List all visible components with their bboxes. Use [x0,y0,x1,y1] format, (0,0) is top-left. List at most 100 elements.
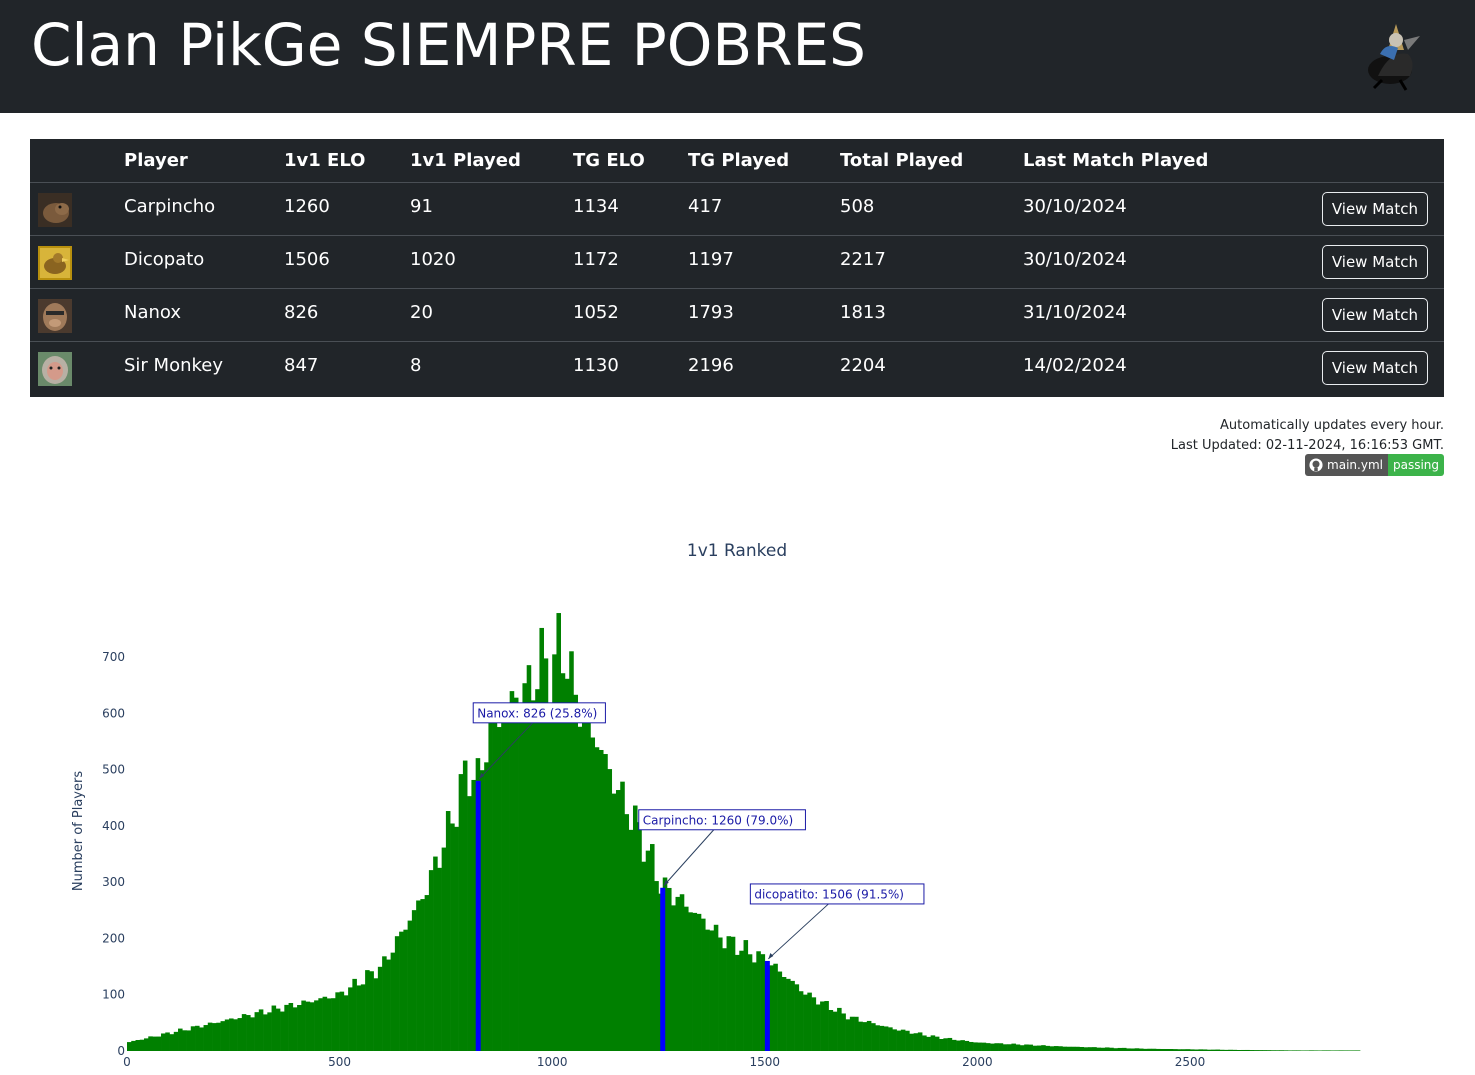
y-tick-label: 500 [102,763,125,777]
histogram-bar [684,906,689,1051]
histogram-bar [190,1026,196,1051]
elo-tg: 1130 [573,354,619,376]
histogram-bar [1070,1046,1076,1051]
histogram-bar [241,1014,247,1051]
histogram-bar [650,844,655,1051]
histogram-bar [701,918,706,1051]
histogram-bar [165,1032,170,1051]
histogram-bar [960,1040,965,1051]
histogram-bar [382,956,387,1051]
histogram-bar [335,992,340,1051]
histogram-bar [1087,1047,1093,1051]
histogram-bar [258,1009,264,1051]
histogram-bar [926,1036,931,1051]
elo-tg: 1052 [573,301,619,323]
histogram-bar [1147,1048,1153,1051]
histogram-bar [161,1033,166,1051]
histogram-bar [603,754,608,1051]
histogram-bar [777,971,783,1051]
histogram-bar [522,683,527,1051]
histogram-bar [1168,1049,1174,1051]
view-match-button[interactable]: View Match [1321,351,1428,385]
histogram-bar [607,769,613,1051]
histogram-bar [1338,1050,1344,1051]
histogram-bar [280,1011,285,1051]
histogram-bar [594,747,600,1051]
workflow-status-badge[interactable]: main.yml passing [1305,454,1444,476]
histogram-bar [152,1036,158,1051]
annotation-box [638,809,806,831]
annotation-arrow [768,903,829,960]
histogram-bar [1275,1050,1280,1051]
histogram-bar [718,937,723,1051]
histogram-bar [654,881,659,1051]
histogram-bar [1219,1049,1225,1051]
view-match-button[interactable]: View Match [1321,245,1428,279]
histogram-bar [518,710,523,1051]
elo-1v1: 826 [284,301,319,323]
elo-tg: 1172 [573,248,619,270]
histogram-bar [220,1021,226,1051]
played-1v1: 91 [410,195,433,217]
last-match-date: 31/10/2024 [1023,301,1127,323]
histogram-bar [127,1042,132,1051]
histogram-bar [1236,1050,1242,1051]
histogram-bar [1066,1046,1072,1051]
histogram-bar [896,1030,902,1051]
column-header-last-match: Last Match Played [1015,139,1303,183]
histogram-bar [611,793,617,1051]
view-match-button[interactable]: View Match [1321,298,1428,332]
histogram-bar [1113,1048,1119,1051]
badge-status: passing [1387,454,1444,476]
last-match-date: 30/10/2024 [1023,195,1127,217]
histogram-bar [900,1029,906,1051]
x-tick-label: 0 [123,1055,131,1069]
histogram-bar [369,971,374,1051]
histogram-bar [1155,1048,1161,1051]
histogram-bar [752,962,757,1051]
histogram-bar [615,790,621,1051]
annotation-box [749,883,925,905]
histogram-bar [305,1001,311,1051]
last-match-date: 30/10/2024 [1023,248,1127,270]
histogram-bar [747,954,753,1051]
annotation-label: Nanox: 826 (25.8%) [477,706,597,720]
histogram-bar [998,1043,1004,1051]
player-name: Carpincho [124,195,216,217]
histogram-bar [632,805,638,1051]
histogram-bar [1241,1049,1246,1051]
player-highlight-bar [475,780,481,1051]
update-info: Automatically updates every hour. Last U… [1171,416,1444,456]
histogram-bar [1266,1050,1272,1051]
histogram-bar [394,936,400,1051]
histogram-bar [301,1000,306,1051]
histogram-bar [1296,1050,1301,1051]
table-row: Sir Monkey 847 8 1130 2196 2204 14/02/20… [30,341,1444,394]
histogram-bar [1347,1050,1352,1051]
capybara-avatar [38,193,72,227]
histogram-bar [1207,1049,1212,1051]
histogram-bar [526,665,532,1051]
histogram-bar [1330,1050,1335,1051]
histogram-bar [913,1033,919,1051]
histogram-bar [820,1001,825,1051]
histogram-bar [675,896,681,1051]
table-row: Nanox 826 20 1052 1793 1813 31/10/2024 V… [30,288,1444,342]
histogram-bar [547,711,553,1051]
histogram-bar [679,894,685,1051]
histogram-bar [1117,1047,1123,1051]
histogram-bar [1011,1043,1016,1051]
histogram-bar [496,727,502,1051]
histogram-bar [598,749,604,1051]
chart-title: 1v1 Ranked [687,541,787,561]
view-match-button[interactable]: View Match [1321,192,1428,226]
histogram-bar [556,613,561,1051]
histogram-bar [837,1007,842,1051]
github-icon [1309,458,1323,472]
elo-1v1: 1260 [284,195,330,217]
histogram-bar [1355,1050,1361,1051]
histogram-bar [169,1034,175,1051]
histogram-bar [195,1025,200,1051]
histogram-bar [156,1036,162,1051]
histogram-bar [1262,1050,1267,1051]
